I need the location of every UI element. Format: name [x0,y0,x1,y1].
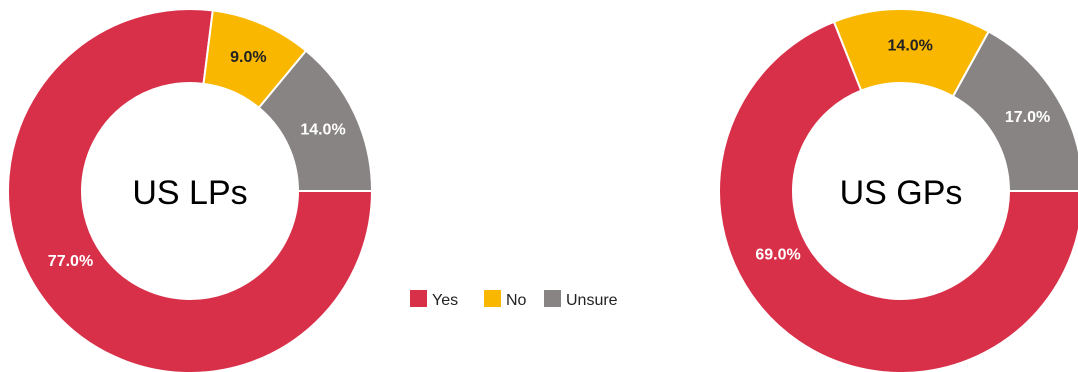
chart-title-us-lps: US LPs [132,174,247,212]
slice-unsure [951,30,1078,192]
chart-title-us-gps: US GPs [840,174,963,212]
slice-label-unsure: 17.0% [1005,109,1050,126]
slice-label-unsure: 14.0% [300,121,345,138]
slice-label-no: 14.0% [888,37,933,54]
legend-swatch-yes [410,290,427,307]
legend-swatch-no [484,290,501,307]
slice-yes [7,8,374,372]
donut-chart-us-lps: 77.0% 9.0% 14.0% [7,8,374,372]
slice-label-yes: 69.0% [755,247,800,264]
slice-label-yes: 77.0% [48,253,93,270]
legend-label-no: No [506,292,527,309]
donut-chart-us-gps: 69.0% 14.0% 17.0% [718,8,1078,372]
legend: Yes No Unsure [410,290,618,309]
legend-label-yes: Yes [432,292,458,309]
slice-label-no: 9.0% [230,49,266,66]
slice-yes [718,20,1078,372]
legend-swatch-unsure [544,290,561,307]
slice-unsure [257,49,374,192]
legend-label-unsure: Unsure [566,292,618,309]
